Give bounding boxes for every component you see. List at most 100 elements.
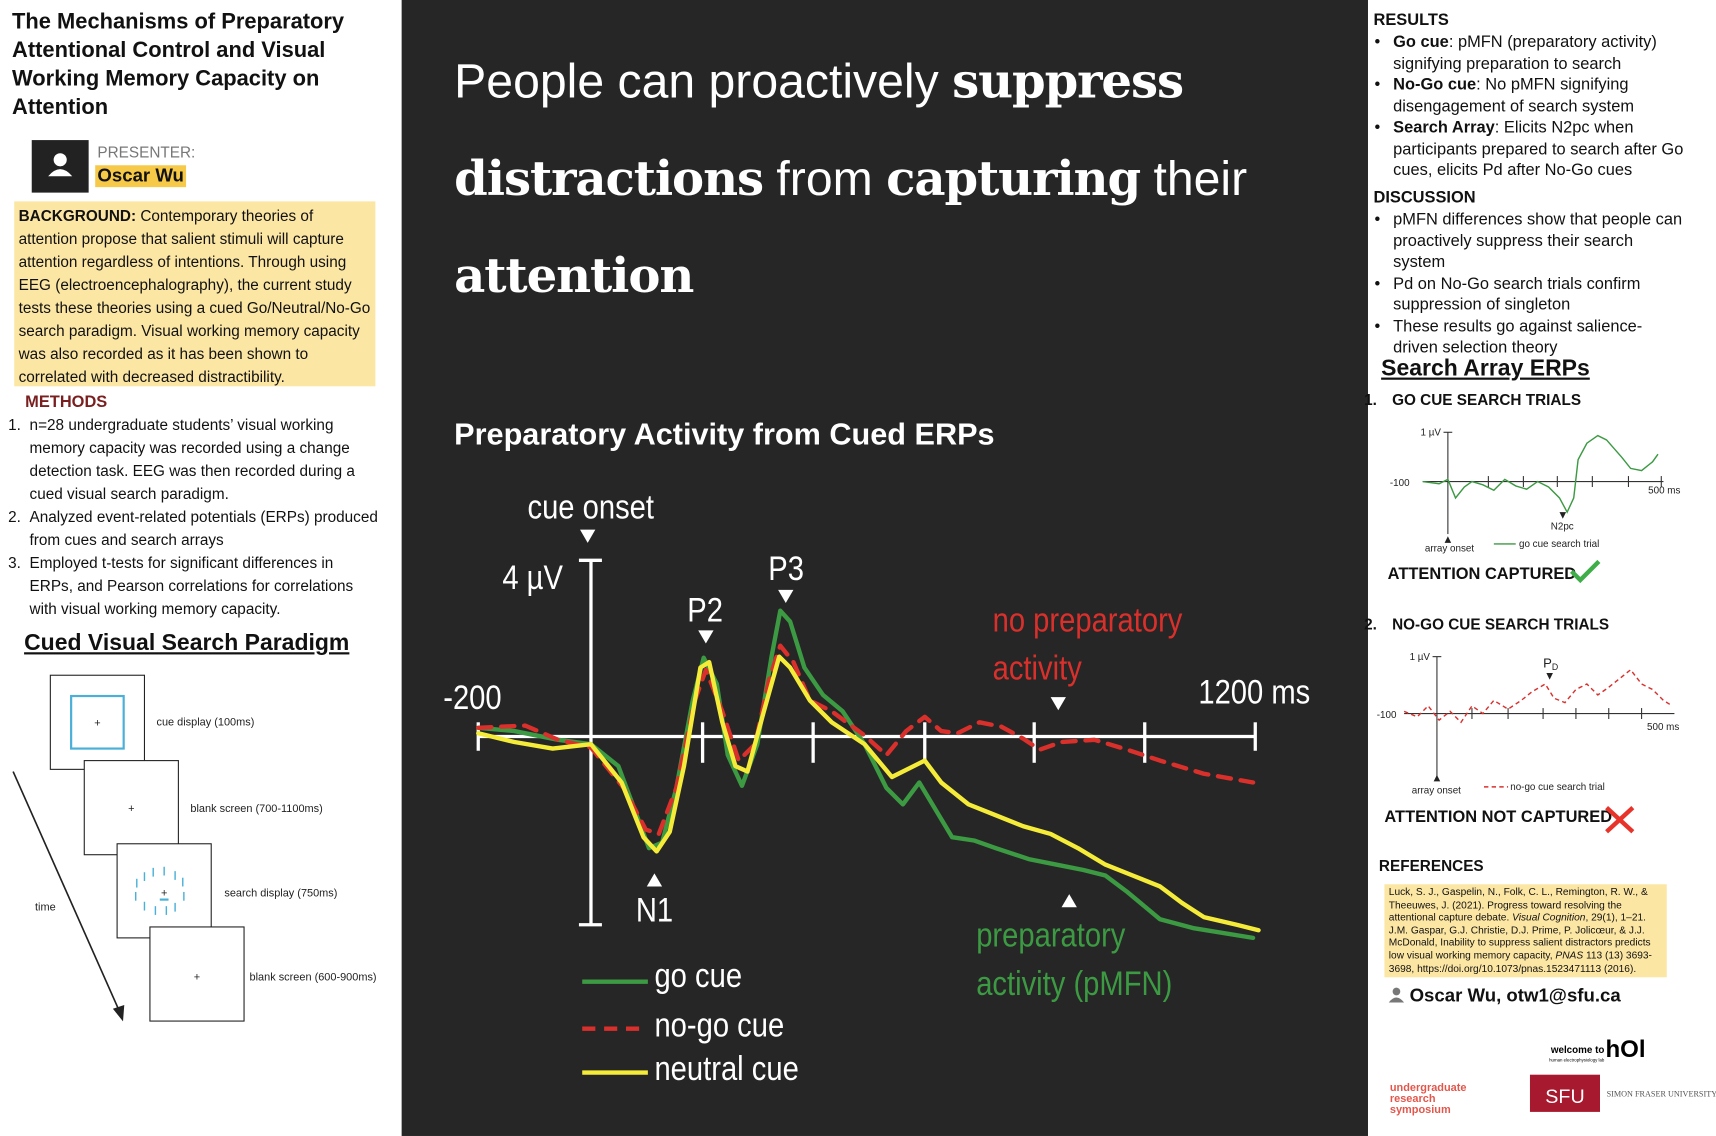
result-item: No-Go cue: No pMFN signifying disengagem… bbox=[1373, 74, 1685, 117]
no-go-cue-wave bbox=[476, 643, 1256, 837]
nogo-title: NO-GO CUE SEARCH TRIALS bbox=[1381, 613, 1698, 636]
legend-label: neutral cue bbox=[654, 1049, 799, 1088]
search-items bbox=[134, 866, 185, 915]
results-heading: RESULTS bbox=[1373, 10, 1449, 30]
method-item: Analyzed event-related potentials (ERPs)… bbox=[25, 506, 381, 552]
logos: welcome to hOl human electrophysiology l… bbox=[1529, 1036, 1716, 1112]
time-arrow bbox=[12, 771, 122, 1014]
paradigm: + + + + bbox=[12, 674, 245, 1022]
x-start-label: -100 bbox=[1390, 478, 1410, 489]
step-label: blank screen (600-900ms) bbox=[250, 972, 377, 984]
person-icon bbox=[48, 153, 73, 177]
erp-heading: Search Array ERPs bbox=[1381, 355, 1590, 381]
method-item: Employed t-tests for significant differe… bbox=[25, 552, 381, 621]
headline: People can proactively suppress distract… bbox=[454, 33, 1330, 325]
onset-label: array onset bbox=[1412, 785, 1461, 796]
legend-lines bbox=[582, 979, 648, 1075]
discussion-list: pMFN differences show that people can pr… bbox=[1373, 209, 1685, 358]
nogo-verdict: ATTENTION NOT CAPTURED bbox=[1384, 807, 1613, 827]
background-text: Contemporary theories of attention propo… bbox=[18, 206, 371, 386]
headline-text: People can proactively bbox=[454, 54, 939, 109]
hol-sub: human electrophysiology lab bbox=[1549, 1058, 1605, 1063]
result-text: : No pMFN signifying disengagement of se… bbox=[1393, 75, 1635, 116]
prep-label: preparatory activity (pMFN) bbox=[976, 916, 1173, 1003]
contact-icon bbox=[1388, 987, 1405, 1003]
step-label: blank screen (700-1100ms) bbox=[190, 803, 322, 815]
screen bbox=[116, 843, 212, 939]
hol-welcome: welcome to bbox=[1550, 1045, 1605, 1056]
contact: Oscar Wu, otw1@sfu.ca bbox=[1409, 984, 1621, 1006]
references-heading: REFERENCES bbox=[1378, 856, 1484, 875]
presenter-icon bbox=[31, 140, 89, 193]
go-wave bbox=[1422, 434, 1659, 514]
headline-bold: attention bbox=[454, 248, 694, 305]
nogo-wave bbox=[1403, 668, 1673, 724]
reference: Luck, S. J., Gaspelin, N., Folk, C. L., … bbox=[1389, 886, 1663, 924]
fixations: + + + + bbox=[94, 718, 200, 984]
legend-label: no-go cue search trial bbox=[1510, 782, 1605, 793]
headline-bold: suppress bbox=[952, 53, 1184, 110]
result-term: Go cue bbox=[1393, 32, 1449, 52]
paradigm-heading: Cued Visual Search Paradigm bbox=[24, 630, 350, 656]
result-text: : pMFN (preparatory activity) signifying… bbox=[1393, 32, 1657, 73]
go-cue-wave bbox=[476, 608, 1256, 941]
neutral-cue-wave bbox=[476, 654, 1261, 933]
sfu-name: SIMON FRASER UNIVERSITY bbox=[1607, 1090, 1716, 1099]
y-label: 4 µV bbox=[502, 558, 563, 597]
go-labels: 1 µV -100 500 ms N2pc array onset go cue… bbox=[1390, 428, 1681, 555]
ref-text: J.M. Gaspar, G.J. Christie, D.J. Prime, … bbox=[1388, 924, 1651, 961]
cue-onset-label: cue onset bbox=[527, 488, 655, 527]
ref-journal: Visual Cognition bbox=[1512, 911, 1586, 923]
erp-arrows bbox=[580, 529, 1077, 908]
legend-label: no-go cue bbox=[654, 1005, 785, 1045]
hol-name: hOl bbox=[1605, 1036, 1645, 1063]
time-label: time bbox=[35, 902, 56, 914]
screen bbox=[149, 926, 245, 1022]
component-main: P bbox=[1543, 656, 1552, 671]
step-label: cue display (100ms) bbox=[156, 717, 254, 729]
y-label: 1 µV bbox=[1421, 428, 1442, 439]
headline-bold: capturing bbox=[886, 151, 1141, 207]
reference: J.M. Gaspar, G.J. Christie, D.J. Prime, … bbox=[1389, 925, 1663, 976]
methods: n=28 undergraduate students’ visual work… bbox=[0, 414, 381, 621]
svg-text:+: + bbox=[94, 718, 100, 730]
svg-text:+: + bbox=[128, 803, 134, 815]
component-label: PD bbox=[1543, 656, 1558, 672]
discussion-item: Pd on No-Go search trials confirm suppre… bbox=[1373, 273, 1685, 316]
erp-axes bbox=[476, 558, 1257, 927]
method-item: n=28 undergraduate students’ visual work… bbox=[25, 414, 381, 506]
sfu-block bbox=[1529, 1074, 1600, 1112]
go-axes bbox=[1422, 431, 1664, 535]
go-title-list: GO CUE SEARCH TRIALS bbox=[1356, 389, 1699, 412]
discussion-item: These results go against salience-driven… bbox=[1373, 316, 1685, 359]
headline-text: their bbox=[1153, 152, 1248, 206]
discussion-heading: DISCUSSION bbox=[1373, 188, 1476, 207]
methods-list: n=28 undergraduate students’ visual work… bbox=[0, 414, 381, 621]
go-title: GO CUE SEARCH TRIALS bbox=[1381, 389, 1698, 412]
headline-text: from bbox=[776, 152, 873, 206]
background-label: BACKGROUND: bbox=[18, 206, 137, 225]
poster-title: The Mechanisms of Preparatory Attentiona… bbox=[12, 9, 345, 120]
cross-icon bbox=[1605, 806, 1635, 834]
result-term: Search Array bbox=[1393, 118, 1495, 137]
result-item: Search Array: Elicits N2pc when particip… bbox=[1373, 117, 1685, 181]
center-panel bbox=[401, 0, 1368, 1136]
x-start-label: -200 bbox=[443, 678, 502, 717]
nogo-axes bbox=[1404, 656, 1675, 778]
legend-label: go cue bbox=[654, 956, 743, 995]
component-sub: D bbox=[1552, 662, 1558, 672]
ref-text: , 29(1), 1–21. bbox=[1585, 911, 1646, 923]
step-label: search display (750ms) bbox=[224, 887, 337, 899]
peak-label: P2 bbox=[687, 590, 723, 630]
ref-text: Luck, S. J., Gaspelin, N., Folk, C. L., … bbox=[1388, 886, 1648, 923]
discussion-item: pMFN differences show that people can pr… bbox=[1373, 209, 1685, 273]
cue-box bbox=[70, 694, 125, 750]
svg-text:+: + bbox=[161, 887, 167, 899]
arrow-head bbox=[112, 1004, 125, 1022]
result-item: Go cue: pMFN (preparatory activity) sign… bbox=[1373, 32, 1685, 75]
svg-text:+: + bbox=[194, 972, 200, 984]
background-box: BACKGROUND: Contemporary theories of att… bbox=[14, 201, 376, 387]
